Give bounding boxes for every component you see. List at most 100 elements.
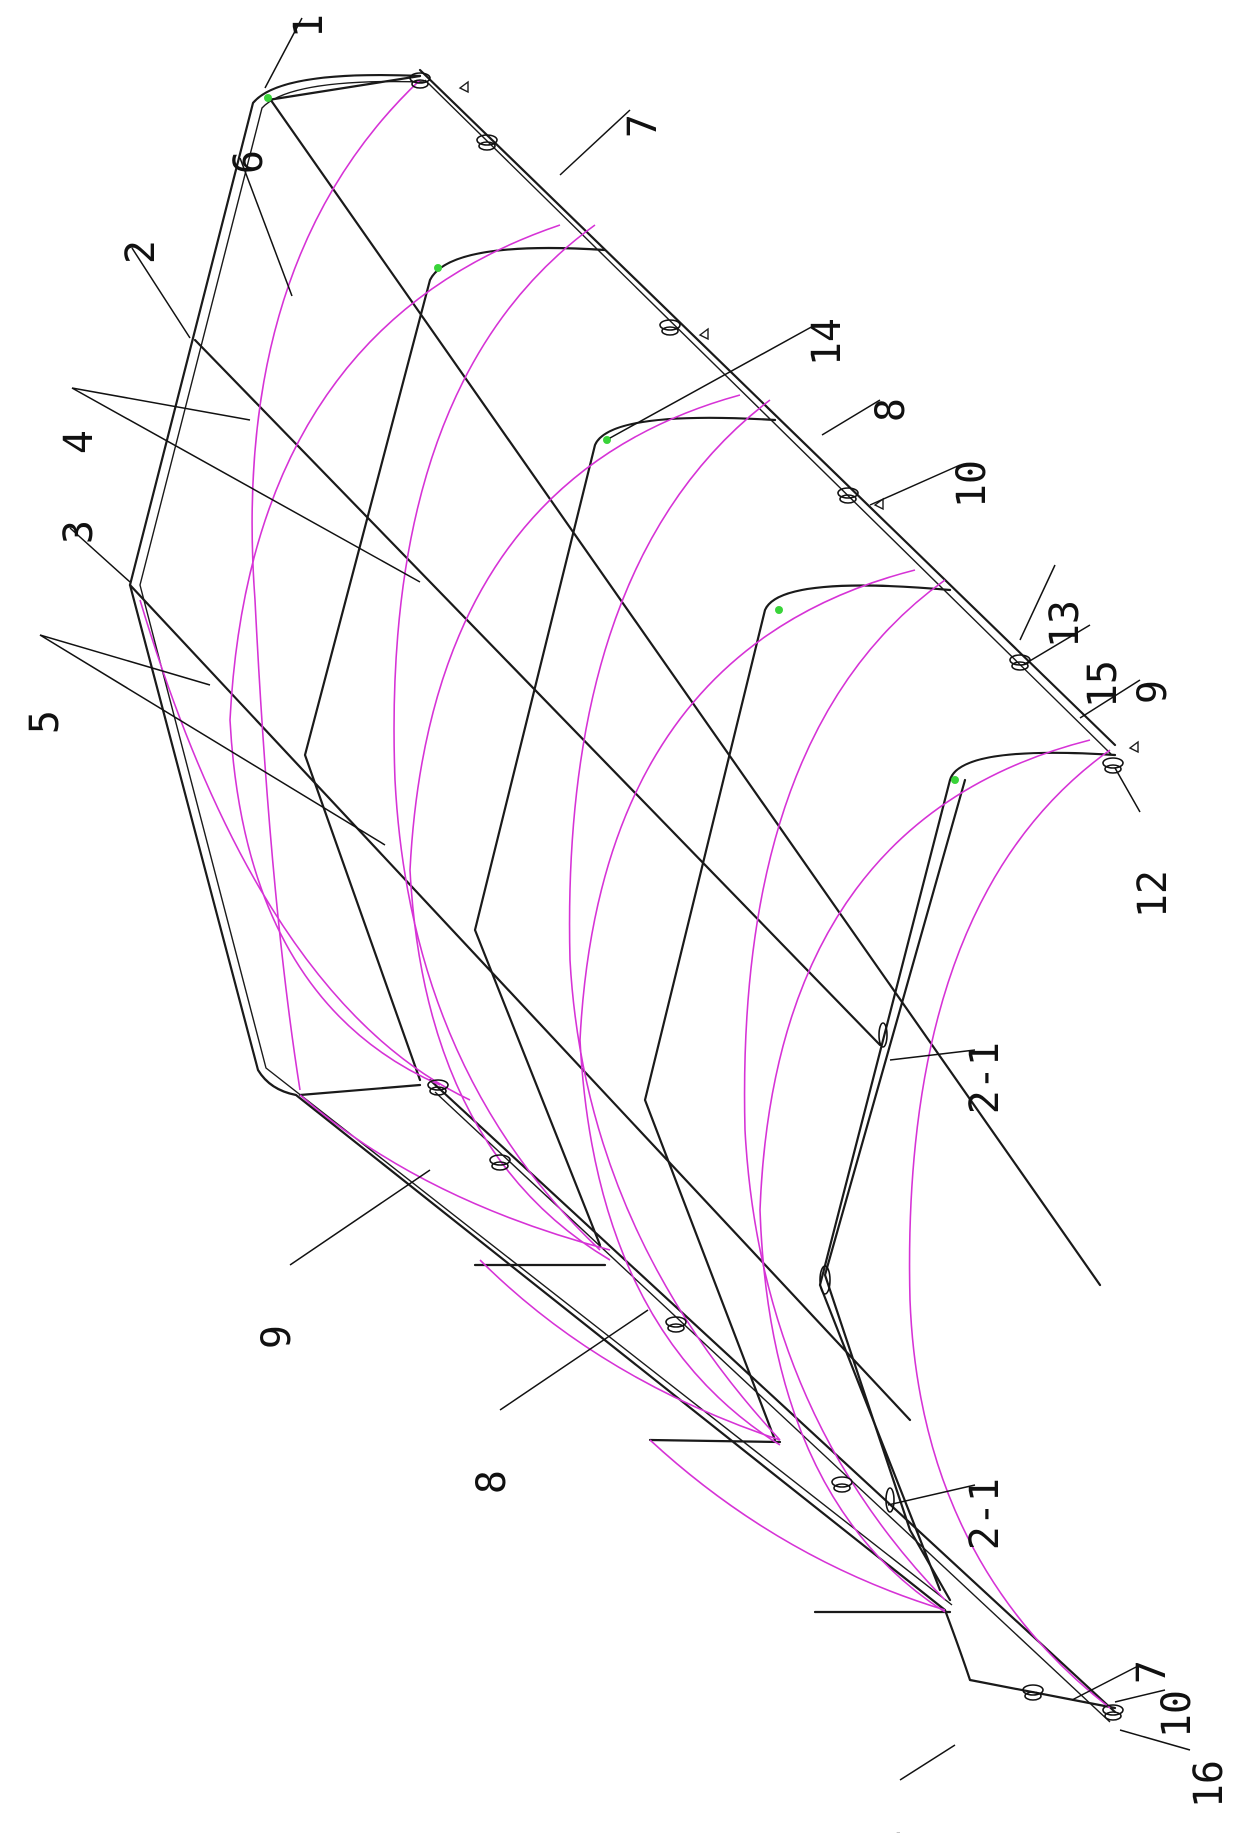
post-3 xyxy=(648,1438,782,1444)
label-14: 14 xyxy=(804,318,850,366)
label-11: 11 xyxy=(864,1830,910,1833)
leader-12 xyxy=(1114,767,1141,813)
skirt-joint xyxy=(885,1487,895,1513)
leader-2-1b xyxy=(887,1484,976,1506)
cover-arc-12 xyxy=(479,1259,781,1441)
label-12: 12 xyxy=(1130,870,1176,918)
leader-16 xyxy=(1119,1729,1191,1751)
leader-5a xyxy=(39,634,211,686)
top-rail-inner xyxy=(424,79,1113,756)
leader-8a xyxy=(821,399,881,436)
clip-fitting xyxy=(831,1476,853,1493)
leader-13 xyxy=(1019,564,1056,641)
ridge-1 xyxy=(266,94,1102,1287)
leader-2 xyxy=(131,247,191,339)
clip-fitting xyxy=(665,1316,687,1333)
ridge-2 xyxy=(193,338,882,1047)
cover-arc-9 xyxy=(908,749,1111,1709)
cover-arc-2 xyxy=(229,224,561,1086)
top-rail xyxy=(418,68,1117,747)
cover-arc-10 xyxy=(139,599,471,1101)
clip-fitting xyxy=(1102,1704,1124,1721)
clip-fitting xyxy=(476,134,498,151)
hoop-1 xyxy=(266,74,422,102)
frame-tubes xyxy=(128,68,1117,1723)
leader-6 xyxy=(239,157,293,297)
label-7a: 7 xyxy=(620,114,666,138)
cover-arc-3 xyxy=(393,224,601,1251)
label-6: 6 xyxy=(226,150,272,174)
hoop-2 xyxy=(303,246,607,1082)
clip-fitting xyxy=(1102,757,1124,774)
skirt-2-1 xyxy=(823,778,967,1602)
label-8a: 8 xyxy=(868,398,914,422)
post-1 xyxy=(298,1083,422,1097)
joint-node xyxy=(434,264,442,272)
hoop-5 xyxy=(818,751,1117,1592)
label-10b: 10 xyxy=(1154,1690,1200,1738)
clip-fitting xyxy=(837,487,859,504)
cover-arc-6 xyxy=(579,569,916,1446)
clips xyxy=(409,72,1139,1721)
leader-4a xyxy=(71,387,251,421)
leader-5b xyxy=(39,634,386,846)
leader-15 xyxy=(1022,624,1091,666)
label-5: 5 xyxy=(22,710,68,734)
cover-arc-11 xyxy=(299,1094,611,1251)
leader-9a xyxy=(1079,679,1141,719)
leaders xyxy=(39,17,1191,1781)
label-10a: 10 xyxy=(949,460,995,508)
leader-2-1a xyxy=(889,1049,976,1061)
cover-arc-1 xyxy=(251,79,421,1091)
label-8b: 8 xyxy=(469,1470,515,1494)
leader-8b xyxy=(499,1309,649,1411)
joint-node xyxy=(775,606,783,614)
bracket-symbol xyxy=(873,497,884,511)
cover-arc-8 xyxy=(759,739,1091,1613)
leader-14 xyxy=(609,324,816,439)
bracket-symbol xyxy=(698,327,709,341)
clip-fitting xyxy=(489,1154,511,1171)
outer-edge-top xyxy=(128,73,1117,1710)
hoop-3 xyxy=(473,416,777,1247)
skirt-joint xyxy=(819,1265,831,1295)
label-7b: 7 xyxy=(1129,1660,1175,1684)
leader-3 xyxy=(69,527,131,583)
label-9b: 9 xyxy=(254,1325,300,1349)
clip-fitting xyxy=(427,1079,449,1096)
joint-node xyxy=(951,776,959,784)
bracket-symbol xyxy=(458,80,469,94)
joint-nodes xyxy=(264,94,959,784)
label-2: 2 xyxy=(118,240,164,264)
leader-10b xyxy=(1114,1689,1166,1703)
label-3: 3 xyxy=(56,520,102,544)
leader-7a xyxy=(559,109,631,176)
leader-11 xyxy=(899,1744,956,1781)
labels: 1 6 2 4 3 5 7 14 8 10 13 15 9 12 2-1 9 8… xyxy=(22,14,1232,1833)
hoop-4 xyxy=(643,584,952,1442)
bracket-symbol xyxy=(1128,740,1139,754)
skirt-joint xyxy=(878,1022,888,1048)
clip-fitting xyxy=(1022,1684,1044,1701)
label-13: 13 xyxy=(1042,600,1088,648)
leader-4b xyxy=(71,387,421,583)
clip-fitting xyxy=(409,72,431,89)
clip-fitting xyxy=(659,319,681,336)
label-2-1a: 2-1 xyxy=(962,1042,1008,1114)
ridge-3 xyxy=(128,583,912,1422)
leader-7b xyxy=(1071,1664,1141,1701)
label-2-1b: 2-1 xyxy=(962,1478,1008,1550)
label-9a: 9 xyxy=(1130,680,1176,704)
label-16: 16 xyxy=(1186,1760,1232,1808)
cover-arcs xyxy=(139,79,1111,1709)
leader-9b xyxy=(289,1169,431,1266)
joint-node xyxy=(603,436,611,444)
bottom-rail xyxy=(428,1078,1117,1714)
leader-1 xyxy=(264,17,303,89)
cover-arc-13 xyxy=(649,1439,946,1611)
joint-node xyxy=(264,94,272,102)
outer-edge-top-inner xyxy=(139,80,953,1606)
label-15: 15 xyxy=(1080,660,1126,708)
leader-10a xyxy=(869,464,961,506)
